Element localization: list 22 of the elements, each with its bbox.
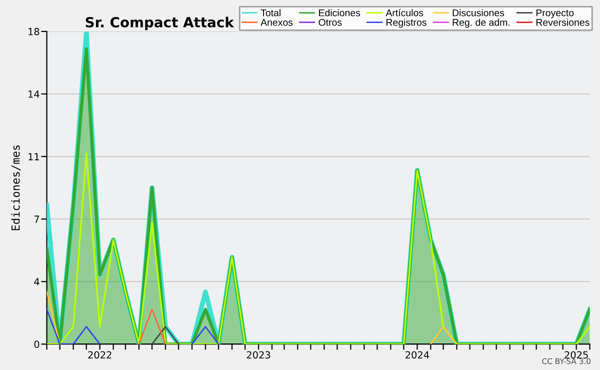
- legend-label: Ediciones: [319, 9, 360, 16]
- legend-label: Otros: [318, 18, 342, 26]
- y-axis-title: Ediciones/mes: [11, 145, 21, 230]
- legend-label: Proyecto: [536, 10, 574, 18]
- legend-label: Reg. de adm.: [452, 18, 510, 28]
- legend-label: Reversiones: [536, 18, 590, 26]
- legend-label: Artículos: [386, 9, 424, 16]
- x-tick-label: 2024: [406, 351, 430, 359]
- x-tick-label: 2025: [564, 351, 588, 359]
- y-tick-label: 4: [34, 278, 40, 286]
- x-tick-label: 2023: [246, 351, 270, 359]
- y-tick-label: 11: [28, 153, 39, 160]
- y-tick-label: 18: [28, 28, 40, 36]
- legend-label: Anexos: [260, 19, 293, 26]
- x-tick-label: 2022: [88, 351, 112, 359]
- y-tick-label: 7: [34, 216, 40, 223]
- legend-label: Registros: [386, 18, 426, 28]
- y-tick-label: 0: [34, 340, 40, 348]
- chart-title: Sr. Compact Attack: [86, 16, 234, 30]
- y-tick-label: 14: [28, 90, 40, 98]
- legend-label: Discusiones: [452, 9, 504, 16]
- legend-label: Total: [260, 9, 280, 16]
